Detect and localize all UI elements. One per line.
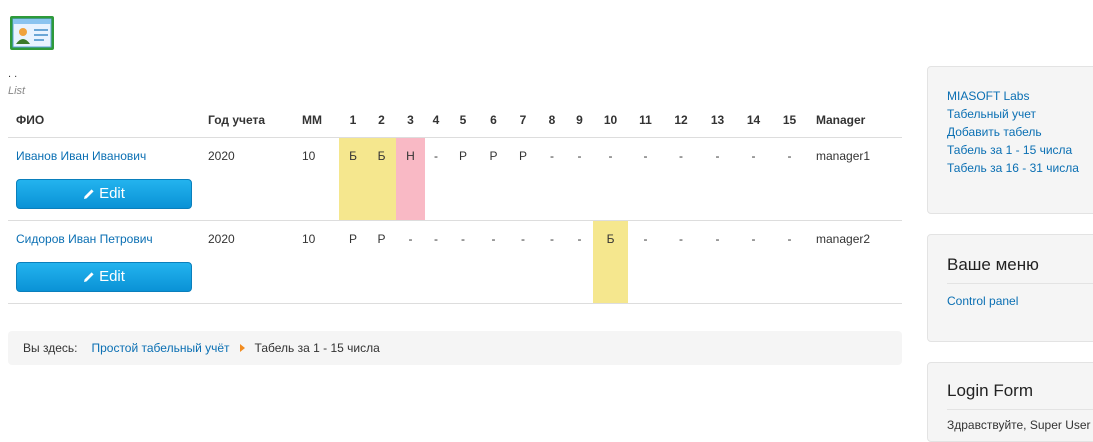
- name-cell: Иванов Иван Иванович Edit: [8, 137, 200, 221]
- day-cell: -: [447, 220, 479, 304]
- table-header-row: ФИО Год учета ММ 1 2 3 4 5 6 7 8 9 10 11…: [8, 103, 902, 138]
- col-header-name: ФИО: [8, 103, 200, 138]
- day-cell: -: [736, 220, 771, 304]
- employee-name-link[interactable]: Иванов Иван Иванович: [16, 148, 147, 163]
- day-cell: -: [538, 220, 566, 304]
- login-greeting: Здравствуйте, Super User: [947, 418, 1091, 432]
- dots-text: . .: [8, 68, 18, 80]
- list-subtitle: List: [8, 85, 26, 97]
- col-header-day-7: 7: [508, 103, 538, 138]
- menu-item-timesheet-1-15[interactable]: Табель за 1 - 15 числа: [947, 143, 1073, 157]
- day-cell: Р: [479, 137, 508, 221]
- day-cell: Б: [339, 137, 367, 221]
- col-header-day-1: 1: [339, 103, 367, 138]
- edit-button[interactable]: Edit: [16, 261, 192, 292]
- day-cell: -: [771, 137, 808, 221]
- day-cell: Б: [367, 137, 396, 221]
- day-cell: -: [628, 137, 663, 221]
- menu-item-add-timesheet[interactable]: Добавить табель: [947, 125, 1042, 139]
- day-cell: Н: [396, 137, 425, 221]
- user-menu-box: Ваше меню Control panel: [927, 234, 1093, 342]
- col-header-day-5: 5: [447, 103, 479, 138]
- col-header-day-11: 11: [628, 103, 663, 138]
- day-cell: -: [593, 137, 628, 221]
- col-header-day-15: 15: [771, 103, 808, 138]
- edit-button-label: Edit: [99, 268, 125, 285]
- year-cell: 2020: [200, 220, 294, 304]
- pencil-icon: [84, 271, 94, 282]
- month-cell: 10: [294, 220, 339, 304]
- main-menu-box: MIASOFT Labs Табельный учет Добавить таб…: [927, 66, 1093, 214]
- day-cell: Р: [508, 137, 538, 221]
- col-header-day-2: 2: [367, 103, 396, 138]
- day-cell: -: [771, 220, 808, 304]
- day-cell: -: [628, 220, 663, 304]
- edit-button[interactable]: Edit: [16, 178, 192, 209]
- table-row: Сидоров Иван Петрович Edit 2020 10 Р Р -…: [8, 220, 902, 304]
- day-cell: -: [396, 220, 425, 304]
- col-header-day-3: 3: [396, 103, 425, 138]
- year-cell: 2020: [200, 137, 294, 221]
- menu-item-timesheet-16-31[interactable]: Табель за 16 - 31 числа: [947, 161, 1079, 175]
- name-cell: Сидоров Иван Петрович Edit: [8, 220, 200, 304]
- app-logo-icon: [8, 12, 56, 54]
- day-cell: -: [479, 220, 508, 304]
- day-cell: Р: [367, 220, 396, 304]
- edit-button-label: Edit: [99, 185, 125, 202]
- col-header-day-6: 6: [479, 103, 508, 138]
- day-cell: -: [538, 137, 566, 221]
- day-cell: Р: [339, 220, 367, 304]
- main-menu-list: MIASOFT Labs Табельный учет Добавить таб…: [947, 87, 1093, 177]
- col-header-day-8: 8: [538, 103, 566, 138]
- col-header-day-14: 14: [736, 103, 771, 138]
- day-cell: -: [663, 220, 699, 304]
- breadcrumb: Вы здесь: Простой табельный учёт Табель …: [8, 331, 902, 365]
- day-cell: -: [736, 137, 771, 221]
- day-cell: -: [508, 220, 538, 304]
- manager-cell: manager2: [808, 220, 902, 304]
- table-row: Иванов Иван Иванович Edit 2020 10 Б Б Н …: [8, 137, 902, 221]
- breadcrumb-link-home[interactable]: Простой табельный учёт: [91, 341, 230, 355]
- menu-item-timesheet[interactable]: Табельный учет: [947, 107, 1037, 121]
- day-cell: Р: [447, 137, 479, 221]
- breadcrumb-current: Табель за 1 - 15 числа: [254, 341, 380, 355]
- user-menu-title: Ваше меню: [947, 255, 1093, 284]
- menu-item-miasoft-labs[interactable]: MIASOFT Labs: [947, 89, 1030, 103]
- col-header-day-12: 12: [663, 103, 699, 138]
- day-cell: -: [663, 137, 699, 221]
- menu-item-control-panel[interactable]: Control panel: [947, 294, 1019, 308]
- user-menu-list: Control panel: [947, 292, 1093, 310]
- manager-cell: manager1: [808, 137, 902, 221]
- day-cell: Б: [593, 220, 628, 304]
- pencil-icon: [84, 188, 94, 199]
- day-cell: -: [425, 220, 447, 304]
- login-form-box: Login Form Здравствуйте, Super User: [927, 362, 1093, 442]
- employee-name-link[interactable]: Сидоров Иван Петрович: [16, 231, 153, 246]
- col-header-day-13: 13: [699, 103, 736, 138]
- day-cell: -: [425, 137, 447, 221]
- day-cell: -: [566, 137, 593, 221]
- col-header-day-4: 4: [425, 103, 447, 138]
- login-form-title: Login Form: [947, 381, 1093, 410]
- breadcrumb-arrow-icon: [239, 344, 245, 352]
- day-cell: -: [566, 220, 593, 304]
- day-cell: -: [699, 220, 736, 304]
- breadcrumb-label: Вы здесь:: [23, 341, 78, 355]
- col-header-day-10: 10: [593, 103, 628, 138]
- timesheet-table: ФИО Год учета ММ 1 2 3 4 5 6 7 8 9 10 11…: [8, 103, 902, 304]
- day-cell: -: [699, 137, 736, 221]
- col-header-day-9: 9: [566, 103, 593, 138]
- month-cell: 10: [294, 137, 339, 221]
- col-header-month: ММ: [294, 103, 339, 138]
- col-header-year: Год учета: [200, 103, 294, 138]
- col-header-manager: Manager: [808, 103, 902, 138]
